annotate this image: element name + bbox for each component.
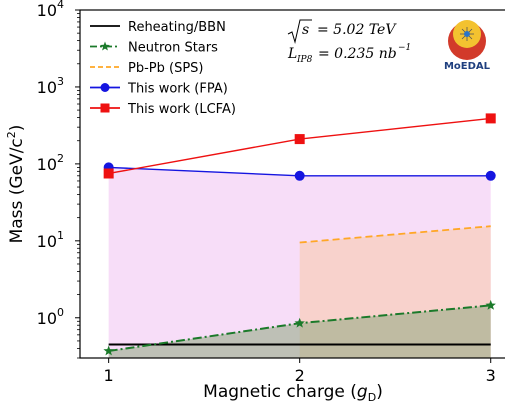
x-tick-label-3: 3 — [486, 366, 496, 385]
luminosity-subscript: IP8 — [296, 55, 313, 65]
series-4-point-2 — [485, 113, 496, 124]
luminosity-symbol: L — [287, 46, 297, 62]
legend-entry-2: Pb-Pb (SPS) — [90, 61, 204, 76]
legend-label-4: This work (LCFA) — [127, 102, 236, 117]
y-tick-label-2: 102 — [37, 152, 64, 174]
series-4-point-1 — [294, 134, 305, 145]
series-1-point-0 — [103, 345, 114, 356]
plot-frame — [79, 9, 505, 359]
y-tick-label-3: 103 — [37, 75, 64, 97]
series-markers — [103, 113, 496, 356]
series-line-4 — [108, 117, 491, 175]
y-axis-label: Mass (GeV/c2) — [5, 125, 27, 244]
series-3-point-2 — [485, 170, 496, 181]
moedal-logo: MoEDAL — [444, 20, 491, 72]
luminosity-value: = 0.235 nb — [318, 46, 397, 62]
x-tick-label-1: 1 — [104, 366, 114, 385]
x-axis-label: Magnetic charge (gD) — [203, 382, 383, 404]
legend-label-3: This work (FPA) — [127, 82, 228, 97]
axis-ticks: 1 2 3 100 101 102 103 104 — [37, 0, 496, 385]
legend-label-2: Pb-Pb (SPS) — [128, 61, 204, 76]
legend: Reheating/BBN Neutron Stars Pb-Pb (SPS) Thi… — [90, 20, 236, 117]
series-1-point-1 — [294, 317, 305, 328]
series-3-point-1 — [294, 170, 305, 181]
legend-label-0: Reheating/BBN — [128, 20, 226, 35]
shaded-regions — [108, 167, 491, 358]
x-tick-label-2: 2 — [295, 366, 305, 385]
series-line-2 — [299, 225, 491, 244]
energy-value: = 5.02 TeV — [317, 22, 397, 38]
legend-marker-1 — [100, 41, 110, 51]
energy-annotation: s = 5.02 TeV — [287, 19, 397, 44]
legend-marker-4 — [100, 103, 110, 113]
energy-sqrt-symbol: s — [302, 22, 309, 38]
y-tick-label-4: 104 — [37, 0, 64, 20]
luminosity-superscript: −1 — [398, 43, 411, 53]
legend-entry-0: Reheating/BBN — [90, 20, 226, 35]
series-1-point-2 — [485, 299, 496, 310]
legend-entry-4: This work (LCFA) — [90, 102, 236, 117]
series-4-point-0 — [103, 168, 114, 179]
legend-marker-3 — [100, 83, 110, 92]
y-tick-label-1: 101 — [37, 229, 64, 251]
legend-label-1: Neutron Stars — [128, 41, 218, 56]
logo-text: MoEDAL — [444, 61, 491, 72]
legend-entry-1: Neutron Stars — [90, 41, 218, 56]
legend-entry-3: This work (FPA) — [90, 82, 228, 97]
luminosity-annotation: L IP8 = 0.235 nb −1 — [287, 43, 411, 65]
y-tick-label-0: 100 — [37, 306, 64, 328]
